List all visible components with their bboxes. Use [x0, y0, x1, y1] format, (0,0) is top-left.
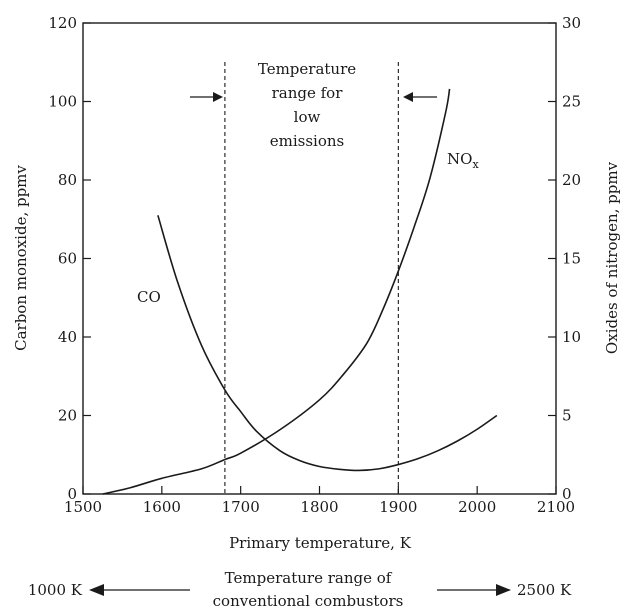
right-y-ticks: 0 5 10 15 20 25 30 [548, 14, 581, 503]
series-group [102, 88, 498, 495]
right-y-tick-label: 15 [562, 250, 581, 268]
right-y-tick-label: 30 [562, 14, 581, 32]
nox-series-label: NOx [447, 150, 479, 171]
left-y-tick-label: 80 [58, 171, 77, 189]
x-tick-label: 2000 [458, 498, 496, 516]
co-series-label: CO [137, 288, 161, 306]
x-tick-label: 1500 [64, 498, 102, 516]
right-y-tick-label: 10 [562, 328, 581, 346]
low-emission-guides [224, 62, 399, 494]
right-y-axis-title: Oxides of nitrogen, ppmv [603, 161, 621, 354]
x-tick-label: 2100 [537, 498, 575, 516]
left-y-ticks: 0 20 40 60 80 100 120 [48, 14, 91, 503]
co-curve [157, 215, 498, 472]
low-emission-right-arrowhead [403, 92, 413, 102]
left-y-tick-label: 20 [58, 407, 77, 425]
conventional-right-arrowhead [496, 584, 511, 596]
left-y-tick-label: 100 [48, 93, 77, 111]
x-tick-label: 1900 [379, 498, 417, 516]
low-emission-text-line-1: Temperature [258, 60, 356, 78]
x-ticks: 1500 1600 1700 1800 1900 2000 2100 [64, 486, 575, 516]
right-y-tick-label: 20 [562, 171, 581, 189]
low-emission-text-line-3: low [294, 108, 321, 126]
right-y-tick-label: 5 [562, 407, 572, 425]
x-axis-title: Primary temperature, K [229, 534, 412, 552]
nox-series-label-subscript: x [472, 158, 479, 171]
left-y-tick-label: 0 [67, 485, 77, 503]
nox-curve [102, 88, 451, 495]
right-y-tick-label: 0 [562, 485, 572, 503]
conventional-left-arrowhead [89, 584, 104, 596]
low-emission-text-line-4: emissions [270, 132, 344, 150]
x-tick-label: 1600 [143, 498, 181, 516]
conventional-range-text-line-1: Temperature range of [225, 569, 393, 587]
left-y-tick-label: 60 [58, 250, 77, 268]
left-y-tick-label: 40 [58, 328, 77, 346]
low-emission-left-arrowhead [213, 92, 223, 102]
conventional-range-text-line-2: conventional combustors [213, 592, 404, 610]
nox-series-label-main: NO [447, 150, 472, 168]
x-tick-label: 1700 [222, 498, 260, 516]
left-y-axis-title: Carbon monoxide, ppmv [12, 165, 30, 351]
low-emission-text-line-2: range for [272, 84, 344, 102]
conventional-right-label: 2500 K [517, 581, 572, 599]
left-y-tick-label: 120 [48, 14, 77, 32]
x-tick-label: 1800 [300, 498, 338, 516]
right-y-tick-label: 25 [562, 93, 581, 111]
conventional-left-label: 1000 K [28, 581, 83, 599]
